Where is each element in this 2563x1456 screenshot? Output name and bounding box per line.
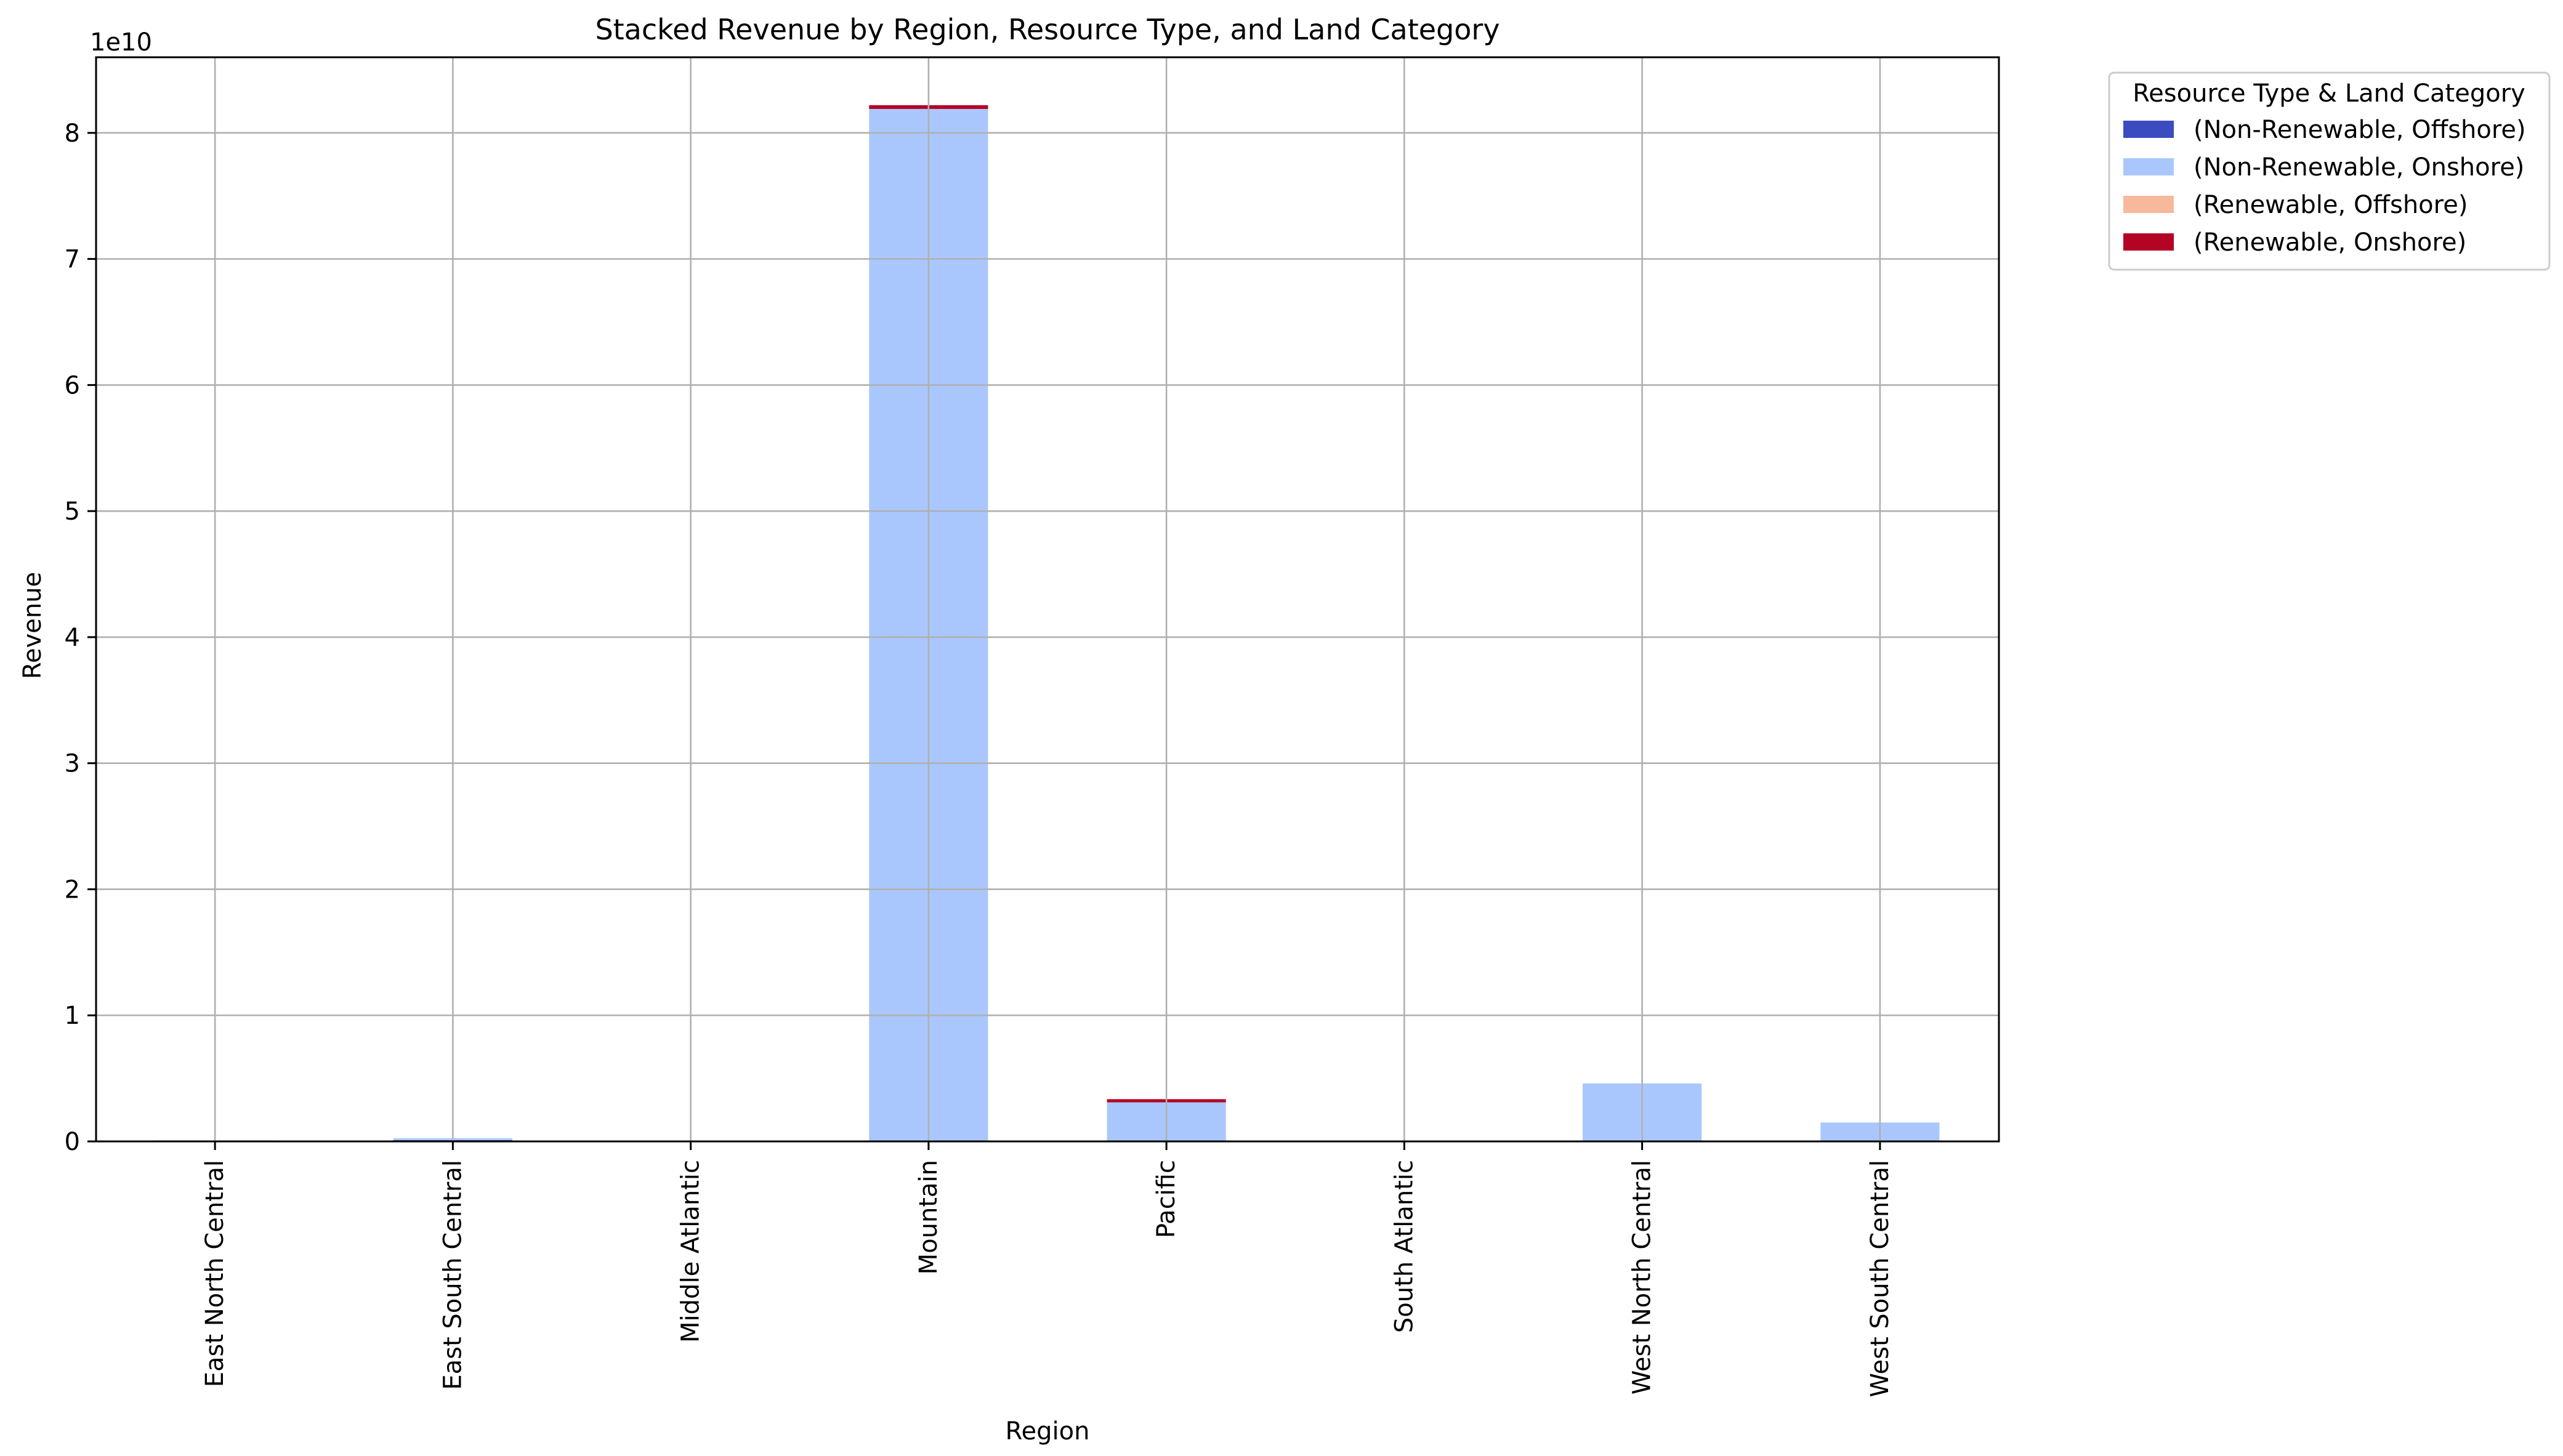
- y-axis-offset-label: 1e10: [90, 28, 152, 57]
- x-tick-label: Pacific: [1152, 1160, 1181, 1238]
- plot-area: 0 1 2 3 4 5 6 7 8 East North Central East South Ce…: [65, 56, 2000, 1398]
- axes-frame: [95, 56, 2000, 1143]
- x-tick-label: East South Central: [438, 1160, 467, 1390]
- y-axis-label: Revenue: [18, 572, 47, 679]
- x-tick-label: Mountain: [914, 1160, 943, 1274]
- x-tick-label: East North Central: [201, 1160, 229, 1387]
- x-tick-label: South Atlantic: [1390, 1160, 1418, 1333]
- legend-swatch: [2123, 233, 2174, 251]
- legend-swatch: [2123, 158, 2174, 175]
- legend-entry-label: (Renewable, Onshore): [2194, 228, 2466, 257]
- y-tick-label: 0: [65, 1128, 80, 1156]
- legend-entry-label: (Non-Renewable, Offshore): [2194, 116, 2526, 144]
- legend-swatch: [2123, 196, 2174, 213]
- y-tick-label: 2: [65, 875, 80, 904]
- x-axis-label: Region: [1006, 1417, 1090, 1446]
- y-tick-label: 8: [65, 119, 80, 148]
- x-tick-label: Middle Atlantic: [677, 1160, 705, 1343]
- x-tick-label: West South Central: [1866, 1160, 1894, 1398]
- y-tick-label: 5: [65, 497, 80, 526]
- legend-swatch: [2123, 121, 2174, 138]
- plot-background: [96, 57, 1999, 1141]
- y-tick-label: 4: [65, 624, 80, 652]
- legend-frame: [2108, 71, 2551, 271]
- legend-title: Resource Type & Land Category: [2133, 79, 2525, 108]
- legend-items: (Non-Renewable, Offshore) (Non-Renewable,…: [2123, 116, 2526, 257]
- legend: Resource Type & Land Category (Non-Renew…: [2108, 71, 2551, 271]
- legend-entry-label: (Non-Renewable, Onshore): [2194, 153, 2524, 182]
- y-tick-label: 7: [65, 246, 80, 274]
- chart-title: Stacked Revenue by Region, Resource Type…: [595, 13, 1499, 46]
- x-tick-label: West North Central: [1628, 1160, 1657, 1394]
- y-tick-label: 3: [65, 750, 80, 778]
- y-tick-label: 1: [65, 1002, 80, 1030]
- y-tick-label: 6: [65, 371, 80, 400]
- legend-entry-label: (Renewable, Offshore): [2194, 191, 2468, 219]
